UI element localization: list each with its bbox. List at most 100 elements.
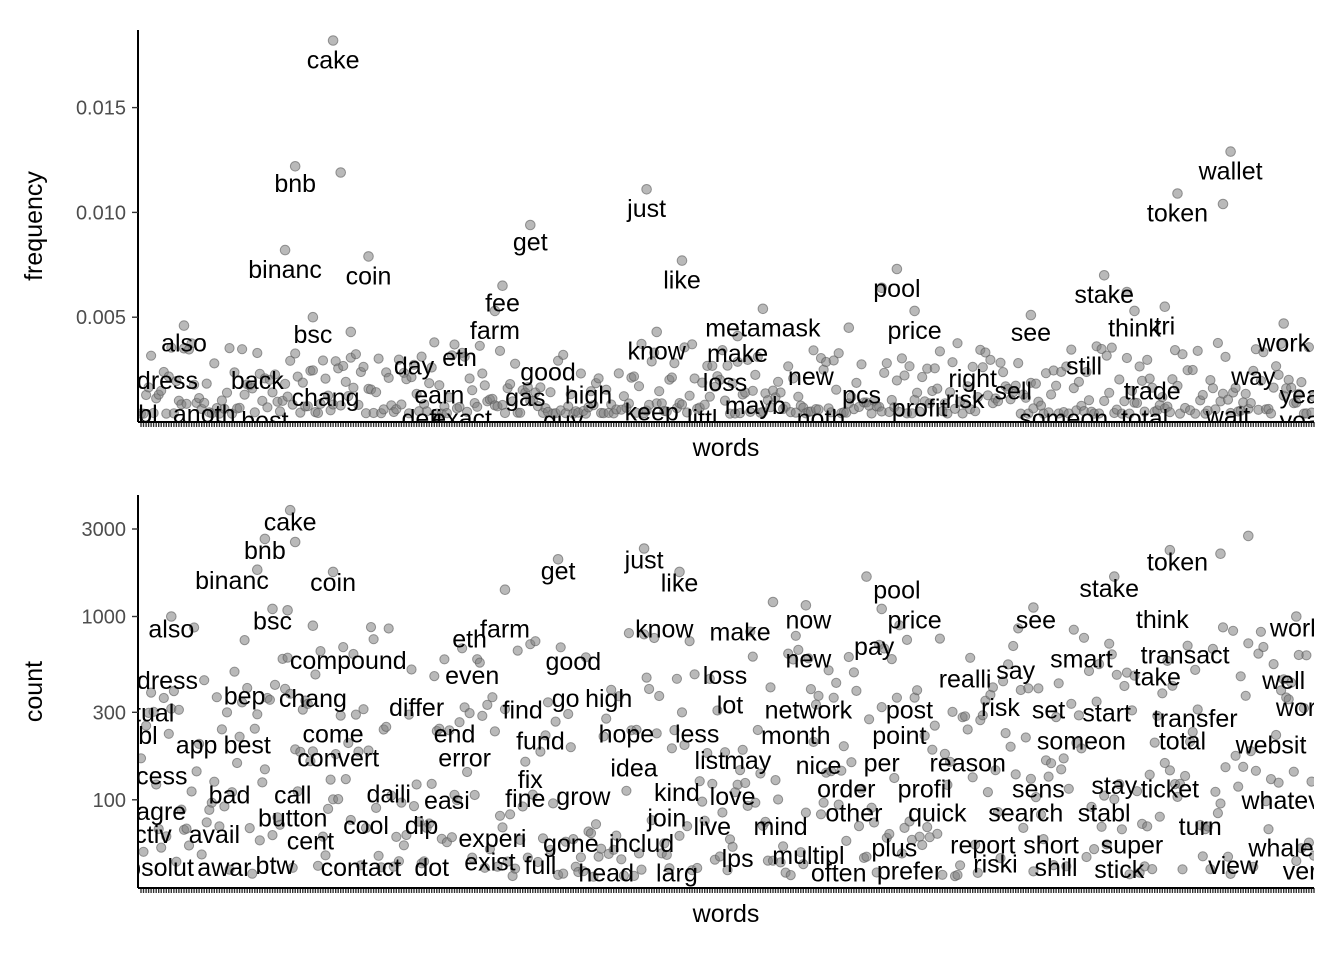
data-point [942,408,953,419]
data-point [590,819,602,830]
data-point [1240,388,1251,399]
data-point [752,351,763,362]
data-point [684,636,695,647]
data-point [1003,659,1014,670]
word-label: btw [256,852,296,880]
data-point [338,642,349,653]
word-label: like [663,267,701,295]
data-point [1303,837,1314,848]
word-label: coin [310,569,356,597]
data-point [649,347,660,358]
data-point [307,620,319,632]
data-point [429,671,440,682]
data-point [611,830,622,841]
word-label: turn [1179,813,1222,841]
data-point [229,367,240,378]
data-point [489,726,500,737]
data-point [439,654,450,665]
data-point [841,835,852,847]
word-label: easi [424,787,470,815]
word-label: wallet [1198,157,1263,185]
data-point [1190,408,1201,419]
data-point [697,796,708,807]
data-point [765,682,776,693]
word-label: think [1108,315,1161,343]
data-point [778,841,789,852]
word-label: differ [389,694,444,722]
data-point [302,698,313,710]
word-label: profit [892,394,948,422]
data-point [421,406,432,417]
data-point [1288,766,1299,777]
data-point [1063,783,1074,794]
data-point [773,794,784,805]
data-point [252,709,263,720]
data-point [1296,377,1307,388]
word-label: metamask [705,315,821,343]
data-point [1020,732,1031,743]
data-point [992,807,1004,818]
data-point [757,406,769,418]
data-point [641,184,652,195]
data-point [962,381,973,392]
data-point [249,407,260,418]
data-point [477,368,488,379]
data-point [833,348,844,359]
data-point [1278,318,1289,329]
data-point [1043,771,1054,782]
data-point [790,407,801,418]
data-point [403,408,415,419]
word-label: bsc [293,321,332,349]
word-label: also [161,329,207,357]
data-point [289,536,301,548]
word-label: quick [908,800,967,828]
word-label: experi [458,825,526,853]
word-label: agre [136,798,186,826]
data-point [424,378,435,389]
background-points [138,620,1314,882]
data-point [1238,761,1249,773]
data-point [628,371,640,382]
data-point [651,728,662,739]
word-label: network [765,697,853,725]
data-point [644,683,655,695]
word-label: contact [321,854,402,882]
data-point [1081,366,1092,378]
data-point [1263,824,1274,835]
data-point [254,835,265,846]
word-label: think [1136,606,1189,634]
data-point [1260,796,1272,807]
data-point [462,406,473,417]
data-point [171,856,182,867]
data-point [709,381,721,392]
data-point [216,724,227,735]
data-point [568,834,579,845]
data-point [793,391,804,402]
data-point [383,372,394,383]
data-point [171,376,182,387]
data-point [151,779,162,790]
data-point [654,690,665,702]
data-point [1048,860,1059,871]
data-point [588,871,599,882]
data-point [224,343,235,354]
word-label: anoth [173,401,236,429]
data-point [1167,374,1178,385]
data-point [214,821,225,832]
data-point [621,785,632,796]
data-point [1023,683,1034,694]
data-point [403,709,415,720]
data-point [1240,690,1251,701]
data-point [221,707,233,718]
data-point [449,339,460,350]
word-label: call [274,781,312,809]
data-point [1104,638,1115,649]
word-label: total [1121,405,1168,433]
data-point [563,708,574,720]
data-point [1119,680,1130,692]
data-point [540,730,551,741]
word-label: fee [485,290,520,318]
data-point [333,794,344,805]
word-label: per [864,749,900,777]
data-point [505,379,516,390]
